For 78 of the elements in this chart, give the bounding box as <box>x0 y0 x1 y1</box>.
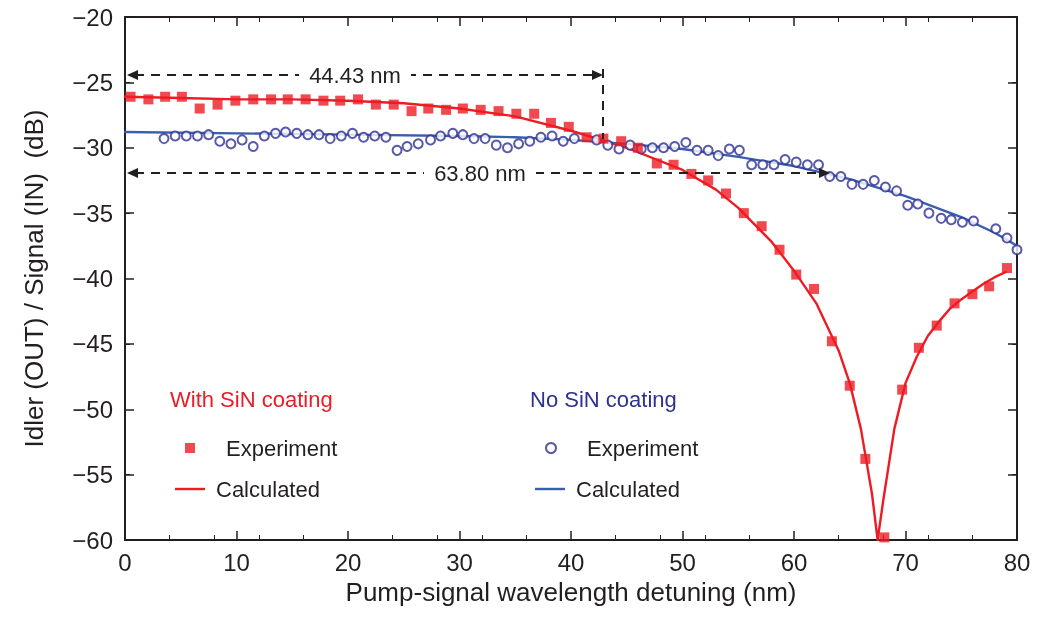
point <box>511 108 522 119</box>
point <box>176 91 187 102</box>
legend-label: Experiment <box>226 435 338 461</box>
point <box>860 453 871 464</box>
point <box>967 289 978 300</box>
point <box>581 132 592 143</box>
point <box>160 91 171 102</box>
point <box>1001 263 1012 274</box>
point <box>230 95 241 106</box>
point <box>212 99 223 110</box>
point <box>125 91 136 102</box>
point <box>475 104 486 115</box>
legend-label: Calculated <box>216 476 320 502</box>
point <box>563 121 574 132</box>
y-tick-label: −20 <box>72 3 113 31</box>
point <box>668 159 679 170</box>
x-tick-label: 40 <box>557 548 585 576</box>
point <box>406 106 417 117</box>
point <box>616 136 627 147</box>
x-tick-label: 20 <box>334 548 362 576</box>
point <box>143 94 154 105</box>
point <box>686 168 697 179</box>
x-tick-label: 0 <box>118 548 132 576</box>
point <box>984 281 995 292</box>
point <box>897 384 908 395</box>
point <box>335 95 346 106</box>
annotation: 63.80 nm <box>434 161 526 186</box>
point <box>441 104 452 115</box>
y-tick-label: −30 <box>72 134 113 162</box>
point <box>720 188 731 199</box>
legend-label: Calculated <box>576 476 680 502</box>
annotation: No SiN coating <box>530 386 677 412</box>
y-axis-title: Idler (OUT) / Signal (IN) (dB) <box>19 109 49 448</box>
point <box>809 283 820 294</box>
y-tick-label: −35 <box>72 199 113 227</box>
point <box>529 108 540 119</box>
x-tick-label: 10 <box>223 548 250 576</box>
point <box>879 532 890 543</box>
y-tick-label: −55 <box>72 461 113 489</box>
point <box>194 103 205 114</box>
point <box>703 175 714 186</box>
point <box>248 94 259 105</box>
point <box>913 342 924 353</box>
y-tick-label: −40 <box>72 265 113 292</box>
point <box>545 117 556 128</box>
legend-label: Experiment <box>587 435 699 461</box>
annotation: With SiN coating <box>170 386 333 412</box>
point <box>282 94 293 105</box>
point <box>266 94 277 105</box>
point <box>774 244 785 255</box>
x-tick-label: 30 <box>446 548 473 576</box>
x-axis-title: Pump-signal wavelength detuning (nm) <box>345 576 797 607</box>
point <box>826 336 837 347</box>
point <box>949 298 960 309</box>
point <box>791 269 802 280</box>
x-tick-label: 70 <box>892 548 919 576</box>
point <box>756 221 767 232</box>
point <box>632 142 643 153</box>
point <box>388 99 399 110</box>
point <box>353 94 364 105</box>
x-tick-label: 50 <box>669 548 696 576</box>
point <box>300 94 311 105</box>
y-tick-label: −60 <box>72 526 113 554</box>
point <box>651 158 662 169</box>
point <box>370 99 381 110</box>
point <box>931 320 942 331</box>
y-tick-label: −45 <box>72 330 113 358</box>
point <box>318 95 329 106</box>
annotation: 44.43 nm <box>309 63 401 88</box>
y-tick-label: −25 <box>72 68 113 96</box>
x-tick-label: 80 <box>1003 548 1031 576</box>
x-tick-label: 60 <box>780 548 808 576</box>
point <box>738 208 749 219</box>
point <box>457 103 468 114</box>
point <box>844 380 855 391</box>
point <box>423 103 434 114</box>
y-tick-label: −50 <box>72 395 113 423</box>
point <box>493 106 504 117</box>
